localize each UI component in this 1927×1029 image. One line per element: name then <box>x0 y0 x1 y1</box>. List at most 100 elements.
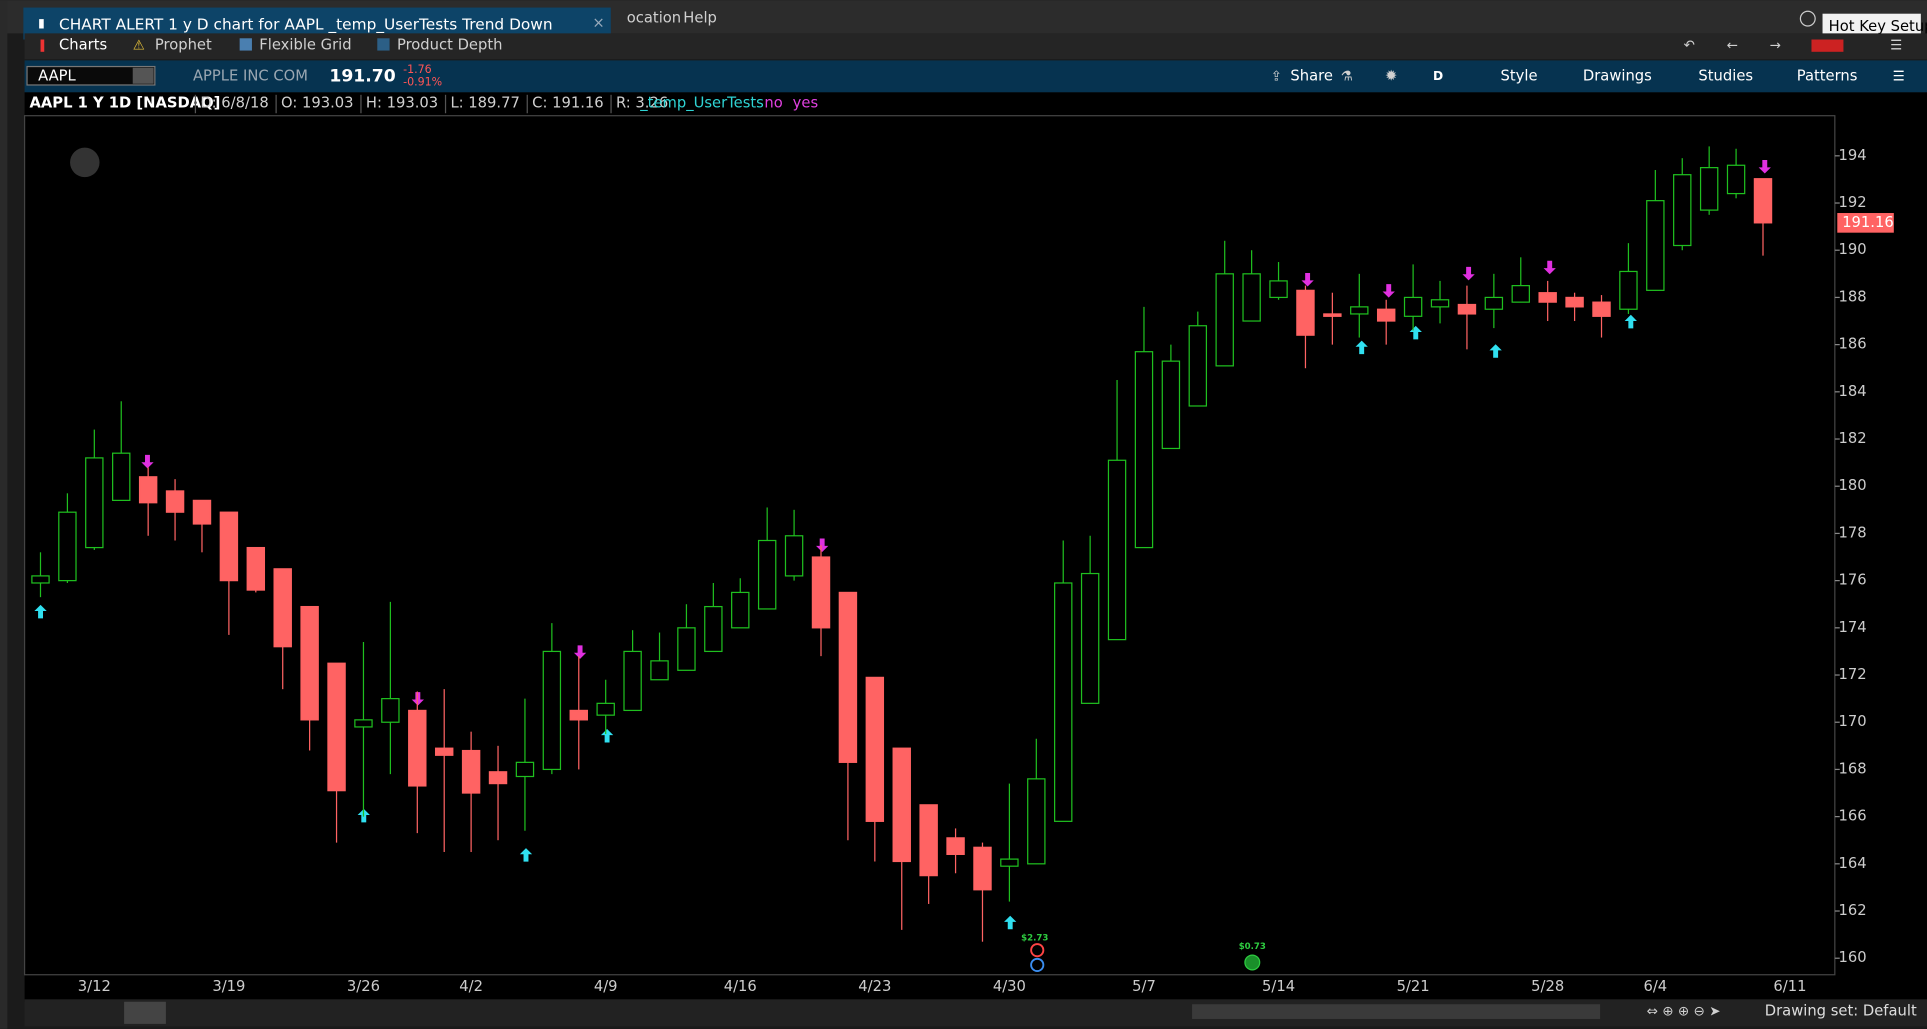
down-arrow <box>573 645 587 659</box>
up-arrow <box>1624 314 1637 329</box>
x-tick-label: 5/14 <box>1262 978 1295 995</box>
y-tick-label: 186 <box>1839 336 1867 353</box>
symbol-bar <box>24 60 1927 93</box>
y-tick-label: 190 <box>1839 241 1867 258</box>
last-price: 191.70 <box>329 66 395 86</box>
menu-icon[interactable]: ☰ <box>1890 38 1902 54</box>
candle-body <box>1430 299 1450 308</box>
x-tick-label: 6/11 <box>1773 978 1806 995</box>
candle-body <box>1000 858 1019 867</box>
event-icon[interactable] <box>1030 957 1045 972</box>
candle-body <box>1054 582 1073 822</box>
candle-body <box>273 568 292 648</box>
x-tick-label: 5/28 <box>1531 978 1564 995</box>
candle-body <box>946 837 965 855</box>
color-swatch[interactable] <box>1811 39 1844 52</box>
button[interactable]: Studies <box>1698 67 1753 84</box>
candle-body <box>1565 296 1584 308</box>
button[interactable]: Drawings <box>1583 67 1652 84</box>
candle-body <box>1323 313 1342 317</box>
candle-body <box>757 539 777 610</box>
x-tick-label: 4/30 <box>993 978 1026 995</box>
button[interactable]: Share <box>1290 67 1333 84</box>
nav-icon[interactable]: ↶ <box>1684 38 1695 54</box>
down-arrow <box>816 538 829 552</box>
candle-body <box>1215 273 1234 367</box>
button[interactable]: D <box>1433 69 1443 83</box>
scrollbar[interactable] <box>1192 1004 1601 1019</box>
tab[interactable]: Prophet <box>155 37 212 54</box>
button-icon[interactable]: ⚗ <box>1341 68 1353 84</box>
x-tick-label: 5/21 <box>1397 978 1430 995</box>
header-field: O: 193.03 <box>281 94 354 111</box>
candle-body <box>327 662 346 792</box>
header-field: H: 193.03 <box>366 94 438 111</box>
candle-body <box>1753 178 1773 224</box>
menu-item[interactable]: ocation <box>627 10 681 27</box>
y-tick-label: 182 <box>1839 430 1867 447</box>
candle-body <box>623 650 642 712</box>
event-label: $0.73 <box>1239 942 1266 952</box>
candle-body <box>865 676 885 822</box>
y-tick-label: 180 <box>1839 477 1867 494</box>
candle-body <box>784 535 804 577</box>
tab-icon <box>377 38 390 51</box>
tab[interactable]: Flexible Grid <box>259 37 351 54</box>
candle-body <box>488 771 508 785</box>
header-field: L: 189.77 <box>450 94 519 111</box>
nav-icon[interactable]: → <box>1770 38 1781 54</box>
change-pct: -0.91% <box>403 76 442 89</box>
x-tick-label: 4/16 <box>724 978 757 995</box>
event-icon[interactable] <box>1030 943 1045 958</box>
candle-body <box>1592 301 1611 317</box>
candle-body <box>1538 292 1557 303</box>
menu-icon[interactable]: ☰ <box>1893 68 1905 84</box>
candle-body <box>569 709 588 721</box>
alert-icon: ▮ <box>38 16 45 30</box>
zoom-icons[interactable]: ⇔ ⊕ ⊕ ⊖ ➤ <box>1647 1004 1721 1020</box>
tab[interactable]: Product Depth <box>397 37 503 54</box>
candle-body <box>919 804 938 877</box>
candle-body <box>219 511 239 582</box>
button-icon[interactable]: ✹ <box>1385 67 1397 84</box>
candle-body <box>1376 308 1396 322</box>
menu-item[interactable]: Help <box>683 10 717 27</box>
button[interactable]: Style <box>1501 67 1538 84</box>
tab[interactable]: Charts <box>59 37 107 54</box>
nav-icon[interactable]: ← <box>1727 38 1738 54</box>
candle-body <box>1511 285 1530 303</box>
study-flag: no <box>764 94 782 111</box>
tab-icon: ⚠ <box>133 38 145 54</box>
event-icon[interactable] <box>1244 954 1261 971</box>
candle-body <box>246 546 266 591</box>
x-tick-label: 5/7 <box>1132 978 1156 995</box>
dropdown[interactable] <box>132 67 154 84</box>
plot-frame <box>23 115 1836 976</box>
up-arrow <box>1355 340 1368 355</box>
down-arrow <box>1301 273 1314 287</box>
down-signals <box>141 159 1771 706</box>
header-field: R: 3.26 <box>616 94 668 111</box>
symbol[interactable]: AAPL <box>38 67 76 84</box>
up-arrow <box>519 848 533 862</box>
button[interactable]: Patterns <box>1797 67 1858 84</box>
drawing-set[interactable]: Drawing set: Default <box>1765 1003 1917 1020</box>
close-button[interactable]: × <box>592 15 604 32</box>
tab-icon <box>40 39 45 52</box>
candle-body <box>1673 174 1692 247</box>
expand-button[interactable] <box>124 1001 166 1024</box>
candle-body <box>354 719 373 728</box>
candle-body <box>1134 351 1154 549</box>
y-tick-label: 170 <box>1839 713 1867 730</box>
candle-body <box>381 698 400 723</box>
study-flag: yes <box>793 94 818 111</box>
symbol-input[interactable] <box>26 65 156 86</box>
hotkey-label[interactable]: Hot Key Setup <box>1829 18 1927 35</box>
history-icon[interactable] <box>1799 10 1816 27</box>
company: APPLE INC COM <box>193 67 308 84</box>
candle-body <box>300 605 319 721</box>
candle-body <box>165 490 185 513</box>
company-logo <box>70 147 100 178</box>
candle-body <box>1350 306 1369 315</box>
